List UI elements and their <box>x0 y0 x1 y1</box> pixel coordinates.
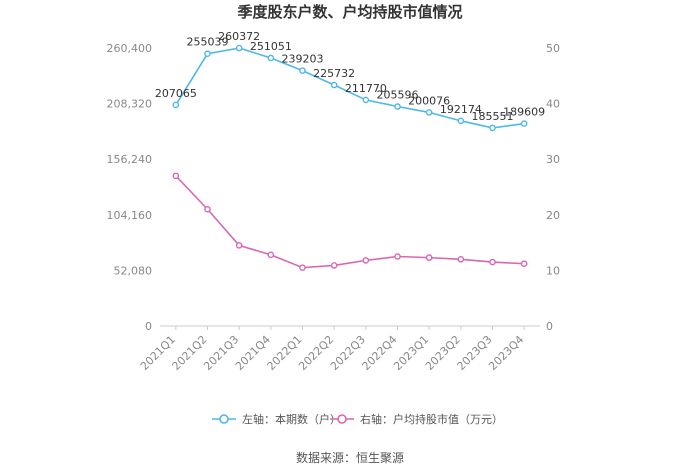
right-tick-label: 50 <box>546 42 560 55</box>
data-point <box>235 242 243 249</box>
series-line-2 <box>175 175 525 269</box>
data-point <box>425 109 433 116</box>
data-point <box>362 257 370 264</box>
data-label: 200076 <box>408 94 450 107</box>
right-tick-label: 10 <box>546 264 560 277</box>
data-point <box>267 251 275 259</box>
data-label: 260372 <box>218 30 260 43</box>
data-point <box>299 67 306 74</box>
x-tick-label: 2023Q4 <box>486 333 526 373</box>
data-point <box>457 117 465 125</box>
left-tick-label: 104,160 <box>107 209 153 222</box>
left-tick-label: 0 <box>145 320 152 333</box>
data-point <box>489 258 496 266</box>
data-point <box>425 254 433 261</box>
chart-title: 季度股东户数、户均持股市值情况 <box>237 3 462 21</box>
left-tick-label: 52,080 <box>114 264 153 277</box>
right-tick-label: 20 <box>546 209 560 222</box>
series-line-1 <box>175 47 525 129</box>
data-label: 239203 <box>282 53 324 66</box>
data-label: 192174 <box>440 103 482 116</box>
data-point <box>235 44 243 52</box>
data-point <box>204 205 211 213</box>
data-point <box>362 96 370 104</box>
data-point <box>204 50 211 58</box>
right-tick-label: 30 <box>546 153 560 166</box>
data-label: 225732 <box>313 67 355 80</box>
series-layer <box>172 44 528 271</box>
data-label: 211770 <box>345 82 387 95</box>
source-note: 数据来源：恒生聚源 <box>296 450 404 465</box>
data-point <box>172 101 180 109</box>
data-point <box>457 255 465 263</box>
data-point <box>489 124 496 132</box>
left-tick-label: 156,240 <box>107 153 153 166</box>
left-tick-label: 208,320 <box>107 98 153 111</box>
data-label: 189609 <box>503 106 545 119</box>
legend-swatch-marker <box>219 414 229 424</box>
legend-swatch-marker <box>337 414 347 424</box>
left-tick-label: 260,400 <box>107 42 153 55</box>
right-tick-label: 40 <box>546 98 560 111</box>
data-label: 255039 <box>187 36 229 49</box>
data-label: 251051 <box>250 40 292 53</box>
data-point <box>394 253 401 260</box>
data-label: 185551 <box>472 110 514 123</box>
data-point <box>267 54 275 62</box>
data-point <box>520 260 528 268</box>
data-point <box>330 262 338 269</box>
data-label: 207065 <box>155 87 197 100</box>
data-point <box>299 264 306 271</box>
legend: 左轴：本期数（户） 右轴：户均持股市值（万元） <box>212 412 503 426</box>
data-point <box>172 172 180 180</box>
legend-label: 左轴：本期数（户） <box>242 412 341 426</box>
data-point <box>330 81 338 89</box>
data-label: 205596 <box>377 89 419 102</box>
legend-label: 右轴：户均持股市值（万元） <box>360 412 503 426</box>
data-point <box>520 120 528 127</box>
data-point <box>394 103 401 110</box>
right-tick-label: 0 <box>546 320 553 333</box>
